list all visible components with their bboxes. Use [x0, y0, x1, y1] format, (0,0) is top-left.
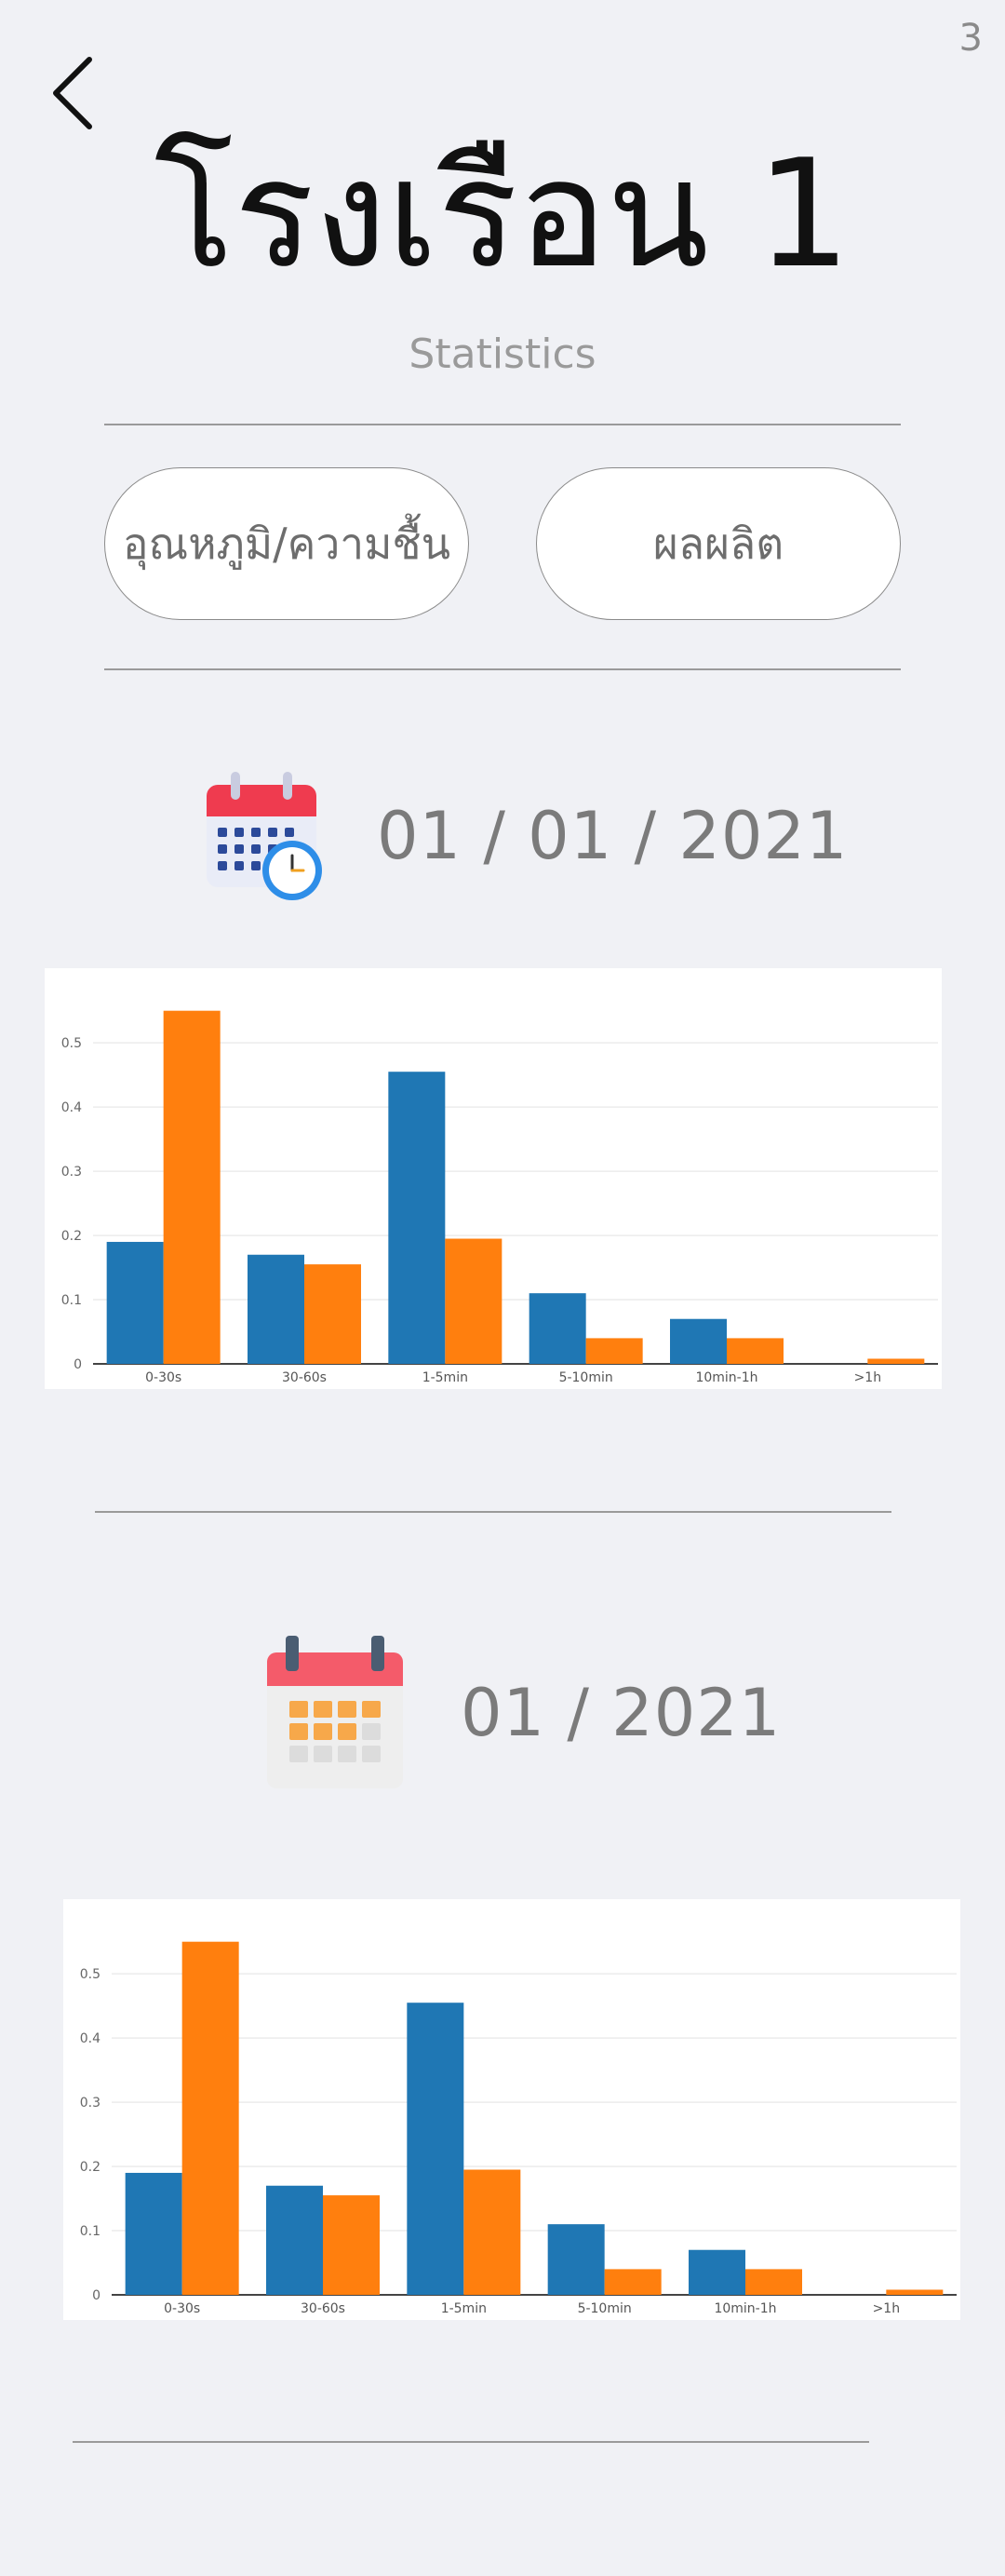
bar-series-1-30-60s [266, 2185, 323, 2295]
y-tick-label: 0.4 [61, 1100, 82, 1115]
bar-series-2-1-5min [463, 2169, 521, 2295]
x-tick-label: 1-5min [422, 1370, 468, 1385]
tab-yield[interactable]: ผลผลิต [536, 467, 901, 620]
y-tick-label: 0.2 [61, 1229, 82, 1244]
y-tick-label: 0.3 [80, 2096, 100, 2111]
y-tick-label: 0 [74, 1357, 82, 1372]
bar-series-1-10min-1h [689, 2249, 745, 2295]
divider [104, 668, 901, 670]
bar-series-2-10min-1h [727, 1338, 784, 1364]
x-tick-label: 10min-1h [714, 2301, 776, 2316]
page-subtitle: Statistics [409, 330, 596, 378]
bar-series-1-30-60s [248, 1254, 304, 1364]
chevron-left-icon [53, 57, 92, 129]
bar-series-2->1h [867, 1358, 925, 1364]
y-tick-label: 0.5 [61, 1036, 82, 1051]
bar-series-2-30-60s [304, 1264, 361, 1364]
x-tick-label: 30-60s [301, 2301, 345, 2316]
daily-date-row: 01 / 01 / 2021 [203, 768, 848, 903]
daily-date: 01 / 01 / 2021 [377, 797, 849, 874]
bar-series-2-5-10min [604, 2269, 662, 2295]
tab-temperature-humidity[interactable]: อุณหภูมิ/ความชื้น [104, 467, 469, 620]
bar-series-2-10min-1h [745, 2269, 802, 2295]
y-tick-label: 0.3 [61, 1165, 82, 1180]
divider [73, 2441, 869, 2443]
bar-series-1-0-30s [106, 1241, 164, 1364]
y-tick-label: 0 [92, 2288, 100, 2303]
x-tick-label: 5-10min [559, 1370, 613, 1385]
bar-series-1-1-5min [407, 2003, 464, 2295]
bar-series-2-0-30s [163, 1010, 221, 1364]
y-tick-label: 0.1 [61, 1293, 82, 1308]
bar-series-2-5-10min [585, 1338, 643, 1364]
divider [104, 424, 901, 425]
monthly-chart-card: 0 0.1 0.2 0.3 0.4 0.5 0-30s 30-60s 1-5min 5-10min… [63, 1899, 960, 2320]
bar-series-1-0-30s [125, 2172, 182, 2295]
y-tick-label: 0.4 [80, 2031, 100, 2046]
x-tick-label: 1-5min [441, 2301, 487, 2316]
monthly-bar-chart: 0 0.1 0.2 0.3 0.4 0.5 0-30s 30-60s 1-5min 5-10min… [80, 1941, 957, 2316]
bar-series-2-1-5min [445, 1238, 502, 1364]
page-number: 3 [958, 17, 983, 60]
bar-series-2-0-30s [181, 1941, 239, 2295]
y-tick-label: 0.5 [80, 1967, 100, 1982]
calendar-month-icon [267, 1636, 403, 1788]
calendar-clock-icon [207, 772, 322, 900]
bar-series-2->1h [886, 2289, 944, 2295]
daily-bar-chart: 0 0.1 0.2 0.3 0.4 0.5 0-30s 30-60s 1-5min 5-10min… [61, 1010, 938, 1385]
x-tick-label: 5-10min [578, 2301, 632, 2316]
divider [95, 1511, 891, 1513]
bar-series-1-10min-1h [670, 1318, 727, 1364]
x-tick-label: 10min-1h [695, 1370, 757, 1385]
x-tick-label: >1h [854, 1370, 882, 1385]
x-tick-label: 0-30s [145, 1370, 181, 1385]
bar-series-1-5-10min [529, 1293, 586, 1364]
back-button[interactable] [48, 56, 104, 130]
x-tick-label: 30-60s [282, 1370, 327, 1385]
monthly-date-row: 01 / 2021 [265, 1634, 781, 1792]
bar-series-2-30-60s [323, 2195, 380, 2295]
bar-series-1-1-5min [388, 1072, 446, 1364]
daily-chart-card: 0 0.1 0.2 0.3 0.4 0.5 0-30s 30-60s 1-5min 5-10min… [45, 968, 942, 1389]
page-title: โรงเรือน 1 [154, 127, 851, 301]
y-tick-label: 0.2 [80, 2160, 100, 2175]
bar-series-1-5-10min [547, 2224, 605, 2295]
x-tick-label: 0-30s [164, 2301, 200, 2316]
x-tick-label: >1h [873, 2301, 901, 2316]
monthly-date: 01 / 2021 [461, 1675, 782, 1751]
y-tick-label: 0.1 [80, 2224, 100, 2239]
